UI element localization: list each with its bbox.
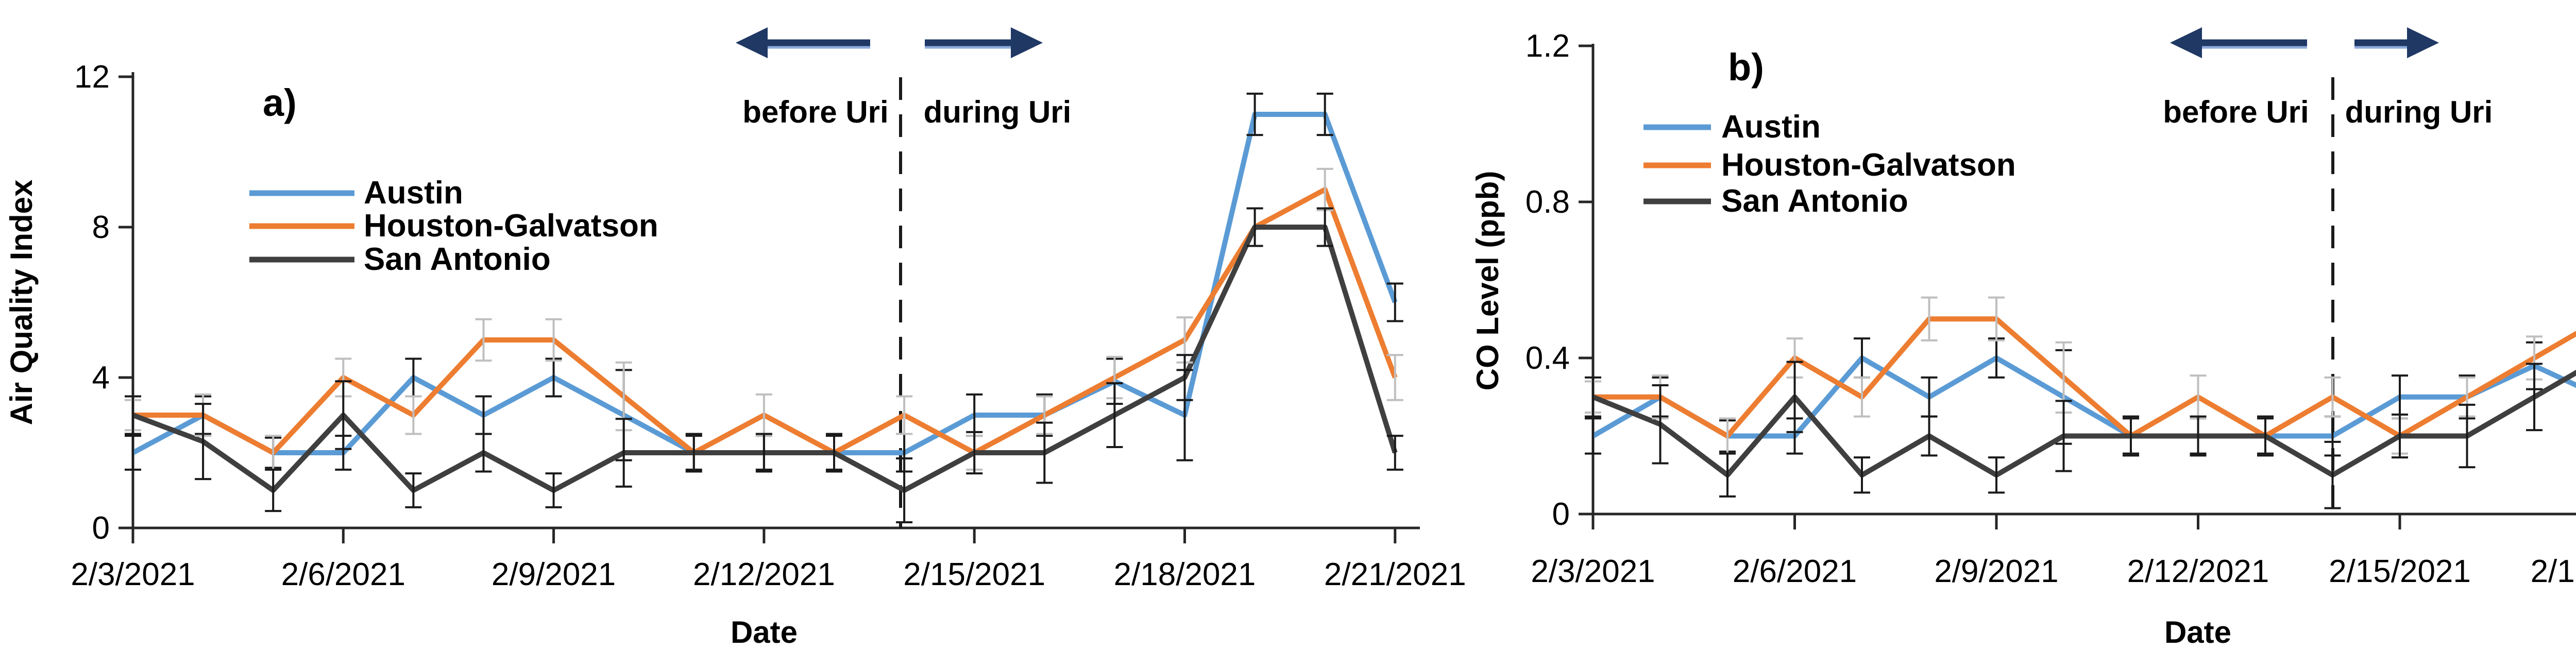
y-tick-label: 0.4 (1526, 340, 1570, 376)
x-tick-label: 2/15/2021 (2329, 554, 2471, 589)
during-uri-label: during Uri (2345, 95, 2493, 129)
legend-label-austin: Austin (364, 175, 463, 211)
x-tick-label: 2/21/2021 (1324, 557, 1466, 592)
x-tick-label: 2/9/2021 (492, 557, 616, 592)
legend-label-austin: Austin (1721, 109, 1821, 145)
x-tick-label: 2/9/2021 (1934, 554, 2058, 589)
y-tick-label: 0.8 (1526, 184, 1570, 220)
series-line-houston-galvatson (1593, 316, 2576, 439)
y-tick-label: 0 (92, 510, 110, 546)
right-arrow-head-icon (2407, 27, 2439, 58)
x-tick-label: 2/12/2021 (2127, 554, 2269, 589)
y-tick-label: 0 (1552, 497, 1570, 532)
legend-label-san-antonio: San Antonio (1721, 183, 1908, 219)
panel-letter: b) (1728, 46, 1764, 89)
legend-label-houston-galvatson: Houston-Galvatson (1721, 147, 2016, 183)
y-tick-label: 1.2 (1526, 28, 1570, 64)
panel-letter: a) (263, 81, 297, 124)
series-line-san-antonio (1592, 369, 2576, 478)
x-tick-label: 2/3/2021 (1531, 554, 1655, 589)
before-uri-label: before Uri (742, 95, 888, 129)
y-axis-title: CO Level (ppb) (1470, 171, 1505, 391)
left-arrow-head-icon (736, 27, 768, 58)
y-tick-label: 12 (74, 59, 110, 95)
x-axis-title: Date (2164, 615, 2231, 649)
x-tick-label: 2/3/2021 (71, 557, 195, 592)
legend-label-houston-galvatson: Houston-Galvatson (364, 208, 658, 244)
during-uri-label: during Uri (924, 95, 1072, 129)
y-tick-label: 4 (92, 360, 110, 396)
x-tick-label: 2/12/2021 (693, 557, 835, 592)
legend-label-san-antonio: San Antonio (364, 242, 551, 277)
y-axis-title: Air Quality Index (4, 180, 39, 425)
left-arrow-head-icon (2170, 27, 2202, 58)
x-axis-title: Date (731, 615, 798, 649)
x-tick-label: 2/6/2021 (281, 557, 405, 592)
x-tick-label: 2/18/2021 (1114, 557, 1256, 592)
before-uri-label: before Uri (2163, 95, 2309, 129)
x-tick-label: 2/18/2021 (2531, 554, 2576, 589)
right-arrow-head-icon (1011, 27, 1043, 58)
x-tick-label: 2/15/2021 (903, 557, 1045, 592)
x-tick-label: 2/6/2021 (1733, 554, 1857, 589)
y-tick-label: 8 (92, 210, 110, 245)
